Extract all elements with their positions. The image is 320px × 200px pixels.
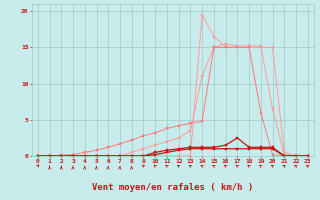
Text: Vent moyen/en rafales ( km/h ): Vent moyen/en rafales ( km/h ) (92, 184, 253, 192)
